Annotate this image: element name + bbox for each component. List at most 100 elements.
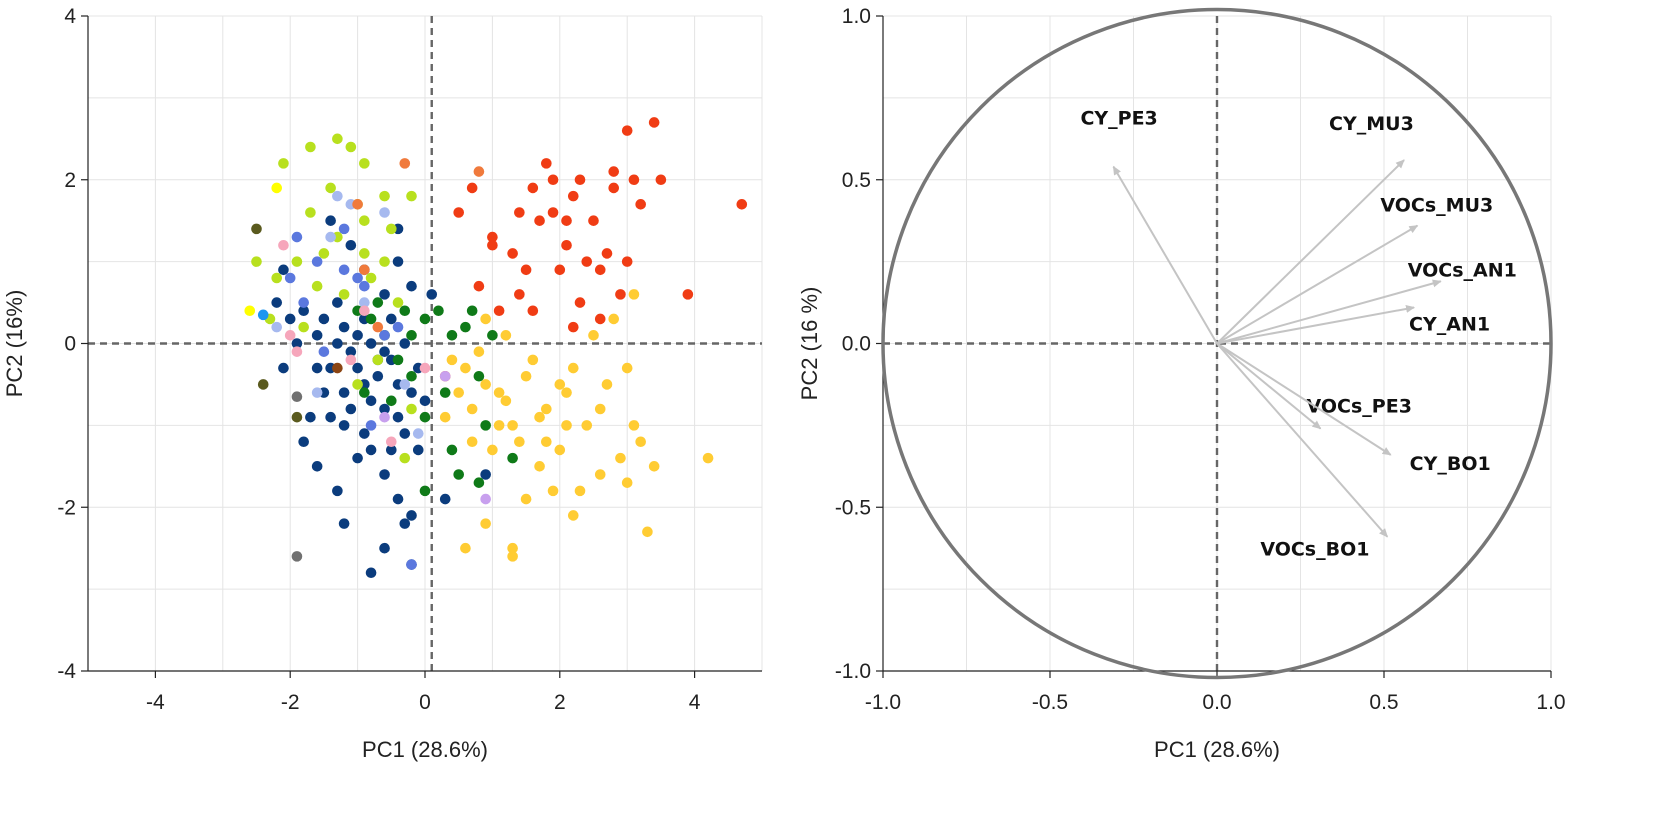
data-point bbox=[534, 461, 545, 472]
data-point bbox=[278, 264, 289, 276]
vector-label-vocs-mu3: VOCs_MU3 bbox=[1380, 195, 1493, 217]
data-point bbox=[480, 379, 491, 390]
data-point bbox=[271, 182, 283, 194]
data-point bbox=[588, 330, 599, 341]
data-point bbox=[311, 280, 323, 292]
data-point bbox=[399, 379, 411, 390]
data-point bbox=[574, 174, 586, 186]
data-point bbox=[500, 330, 512, 341]
data-point bbox=[352, 452, 363, 464]
data-point bbox=[648, 117, 660, 128]
data-point bbox=[736, 199, 748, 210]
data-point bbox=[527, 182, 539, 194]
data-point bbox=[682, 289, 694, 300]
series-group-skyblue bbox=[257, 309, 269, 321]
data-point bbox=[399, 158, 411, 169]
data-point bbox=[392, 297, 404, 308]
data-point bbox=[621, 125, 633, 136]
loading-vectors: CY_PE3 CY_MU3 VOCs_MU3 VOCs_AN1 CY_AN1 VOCs_P… bbox=[1080, 108, 1516, 561]
data-point bbox=[547, 485, 559, 497]
data-point bbox=[574, 297, 586, 308]
y-tick-label: 0 bbox=[64, 333, 76, 356]
data-point bbox=[466, 403, 478, 415]
data-point bbox=[392, 256, 404, 267]
data-point bbox=[352, 272, 363, 284]
data-point bbox=[365, 272, 377, 284]
data-point bbox=[365, 567, 377, 579]
data-point bbox=[514, 289, 525, 300]
data-point bbox=[399, 428, 411, 439]
data-point bbox=[338, 223, 350, 235]
data-point bbox=[594, 469, 606, 480]
data-point bbox=[635, 436, 646, 448]
x-tick-label: 4 bbox=[689, 691, 701, 714]
y-tick-label: 0.5 bbox=[842, 169, 871, 192]
data-point bbox=[419, 313, 431, 325]
series-group-lavender bbox=[379, 370, 491, 505]
data-point bbox=[386, 223, 397, 235]
vector-label-cy-bo1: CY_BO1 bbox=[1410, 453, 1491, 475]
data-point bbox=[311, 461, 323, 472]
vector-label-vocs-pe3: VOCs_PE3 bbox=[1307, 396, 1412, 418]
data-point bbox=[642, 526, 653, 538]
data-point bbox=[608, 313, 620, 325]
data-point bbox=[298, 436, 309, 448]
data-point bbox=[345, 239, 357, 251]
data-point bbox=[514, 436, 525, 448]
data-point bbox=[284, 313, 296, 325]
y-tick-label: 4 bbox=[64, 5, 76, 28]
data-point bbox=[507, 420, 518, 431]
data-point bbox=[466, 436, 478, 448]
data-point bbox=[406, 559, 417, 570]
data-point bbox=[332, 133, 343, 145]
data-point bbox=[534, 411, 545, 423]
vector-vocs-mu3 bbox=[1216, 224, 1419, 345]
data-point bbox=[561, 420, 572, 431]
data-point bbox=[325, 411, 336, 423]
data-point bbox=[514, 207, 525, 218]
data-point bbox=[574, 485, 586, 497]
data-point bbox=[655, 174, 667, 186]
correlation-circle bbox=[881, 7, 1553, 680]
data-point bbox=[291, 256, 303, 267]
data-point bbox=[305, 207, 316, 218]
data-point bbox=[561, 215, 572, 226]
data-point bbox=[386, 444, 397, 456]
vector-vocs-an1 bbox=[1216, 279, 1442, 345]
data-point bbox=[433, 305, 444, 317]
data-point bbox=[406, 387, 417, 398]
data-point bbox=[608, 166, 620, 177]
y-tick-label: 1.0 bbox=[842, 5, 871, 28]
data-point bbox=[648, 461, 660, 472]
series-group-orange bbox=[352, 158, 485, 333]
data-point bbox=[338, 518, 350, 529]
data-point bbox=[453, 207, 465, 218]
series-group-pink bbox=[278, 239, 431, 448]
data-point bbox=[372, 321, 384, 333]
data-point bbox=[392, 493, 404, 505]
data-point bbox=[359, 305, 370, 317]
data-point bbox=[271, 297, 283, 308]
data-point bbox=[298, 321, 309, 333]
data-point bbox=[460, 362, 471, 374]
data-point bbox=[365, 444, 377, 456]
data-point bbox=[399, 452, 411, 464]
data-point bbox=[399, 518, 411, 529]
data-point bbox=[392, 411, 404, 423]
data-point bbox=[251, 223, 262, 235]
pca-scores-plot: -4 -2 0 2 4 -4 -2 0 2 4 PC1 (28.6%) PC2 (16%) bbox=[2, 5, 763, 762]
data-point bbox=[507, 248, 518, 259]
data-point bbox=[588, 215, 599, 226]
data-point bbox=[291, 338, 303, 349]
data-point bbox=[554, 264, 566, 276]
data-point bbox=[561, 239, 572, 251]
vector-vocs-bo1 bbox=[1216, 342, 1389, 538]
data-point bbox=[487, 239, 498, 251]
data-point bbox=[359, 428, 370, 439]
data-point bbox=[635, 199, 646, 210]
data-point bbox=[359, 297, 370, 308]
data-point bbox=[379, 256, 390, 267]
x-tick-label: 0 bbox=[419, 691, 431, 714]
data-point bbox=[318, 346, 330, 357]
data-point bbox=[278, 158, 289, 169]
